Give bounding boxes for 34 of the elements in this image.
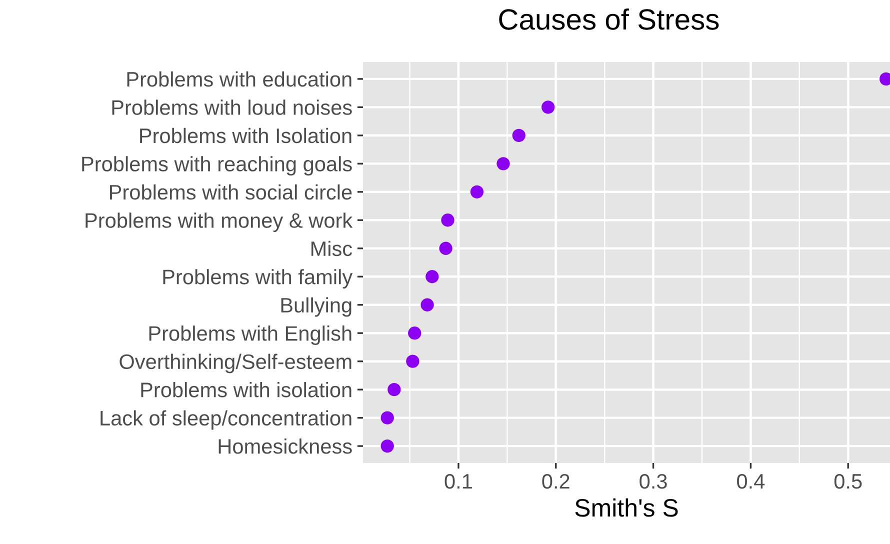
y-tick-label: Overthinking/Self-esteem [120, 354, 352, 374]
point [470, 185, 484, 198]
point [496, 157, 510, 170]
point [541, 100, 555, 114]
point [408, 326, 422, 340]
y-tick-label: Problems with money & work [86, 212, 353, 232]
y-tick-label: Bullying [281, 297, 352, 317]
x-tick-label: 0.2 [542, 474, 570, 489]
point [380, 439, 394, 453]
point [512, 128, 526, 142]
y-tick-label: Problems with isolation [141, 382, 352, 398]
y-tick-label: Misc [311, 240, 352, 256]
x-tick-label: 0.1 [444, 474, 472, 489]
y-tick-label: Problems with education [127, 71, 352, 87]
y-tick-label: Homesickness [218, 438, 352, 454]
y-tick-label: Lack of sleep/concentration [100, 410, 352, 430]
point [406, 354, 420, 368]
y-tick-label: Problems with Isolation [140, 128, 352, 144]
y-tick-label: Problems with English [149, 326, 352, 345]
point [388, 382, 401, 396]
y-tick-label: Problems with reaching goals [82, 156, 352, 176]
x-tick-label: 0.5 [834, 474, 862, 489]
point [426, 270, 439, 284]
x-axis-title: Smith's S [575, 498, 678, 517]
x-tick-label: 0.3 [640, 474, 667, 489]
y-tick-label: Problems with family [163, 269, 353, 288]
y-tick-label: Problems with loud noises [112, 100, 352, 115]
point [380, 411, 394, 424]
point [441, 214, 454, 227]
point [420, 298, 434, 312]
x-tick-label: 0.4 [737, 474, 765, 489]
point [439, 242, 452, 255]
y-tick-label: Problems with social circle [110, 184, 352, 200]
chart-title: Causes of Stress [499, 8, 719, 30]
